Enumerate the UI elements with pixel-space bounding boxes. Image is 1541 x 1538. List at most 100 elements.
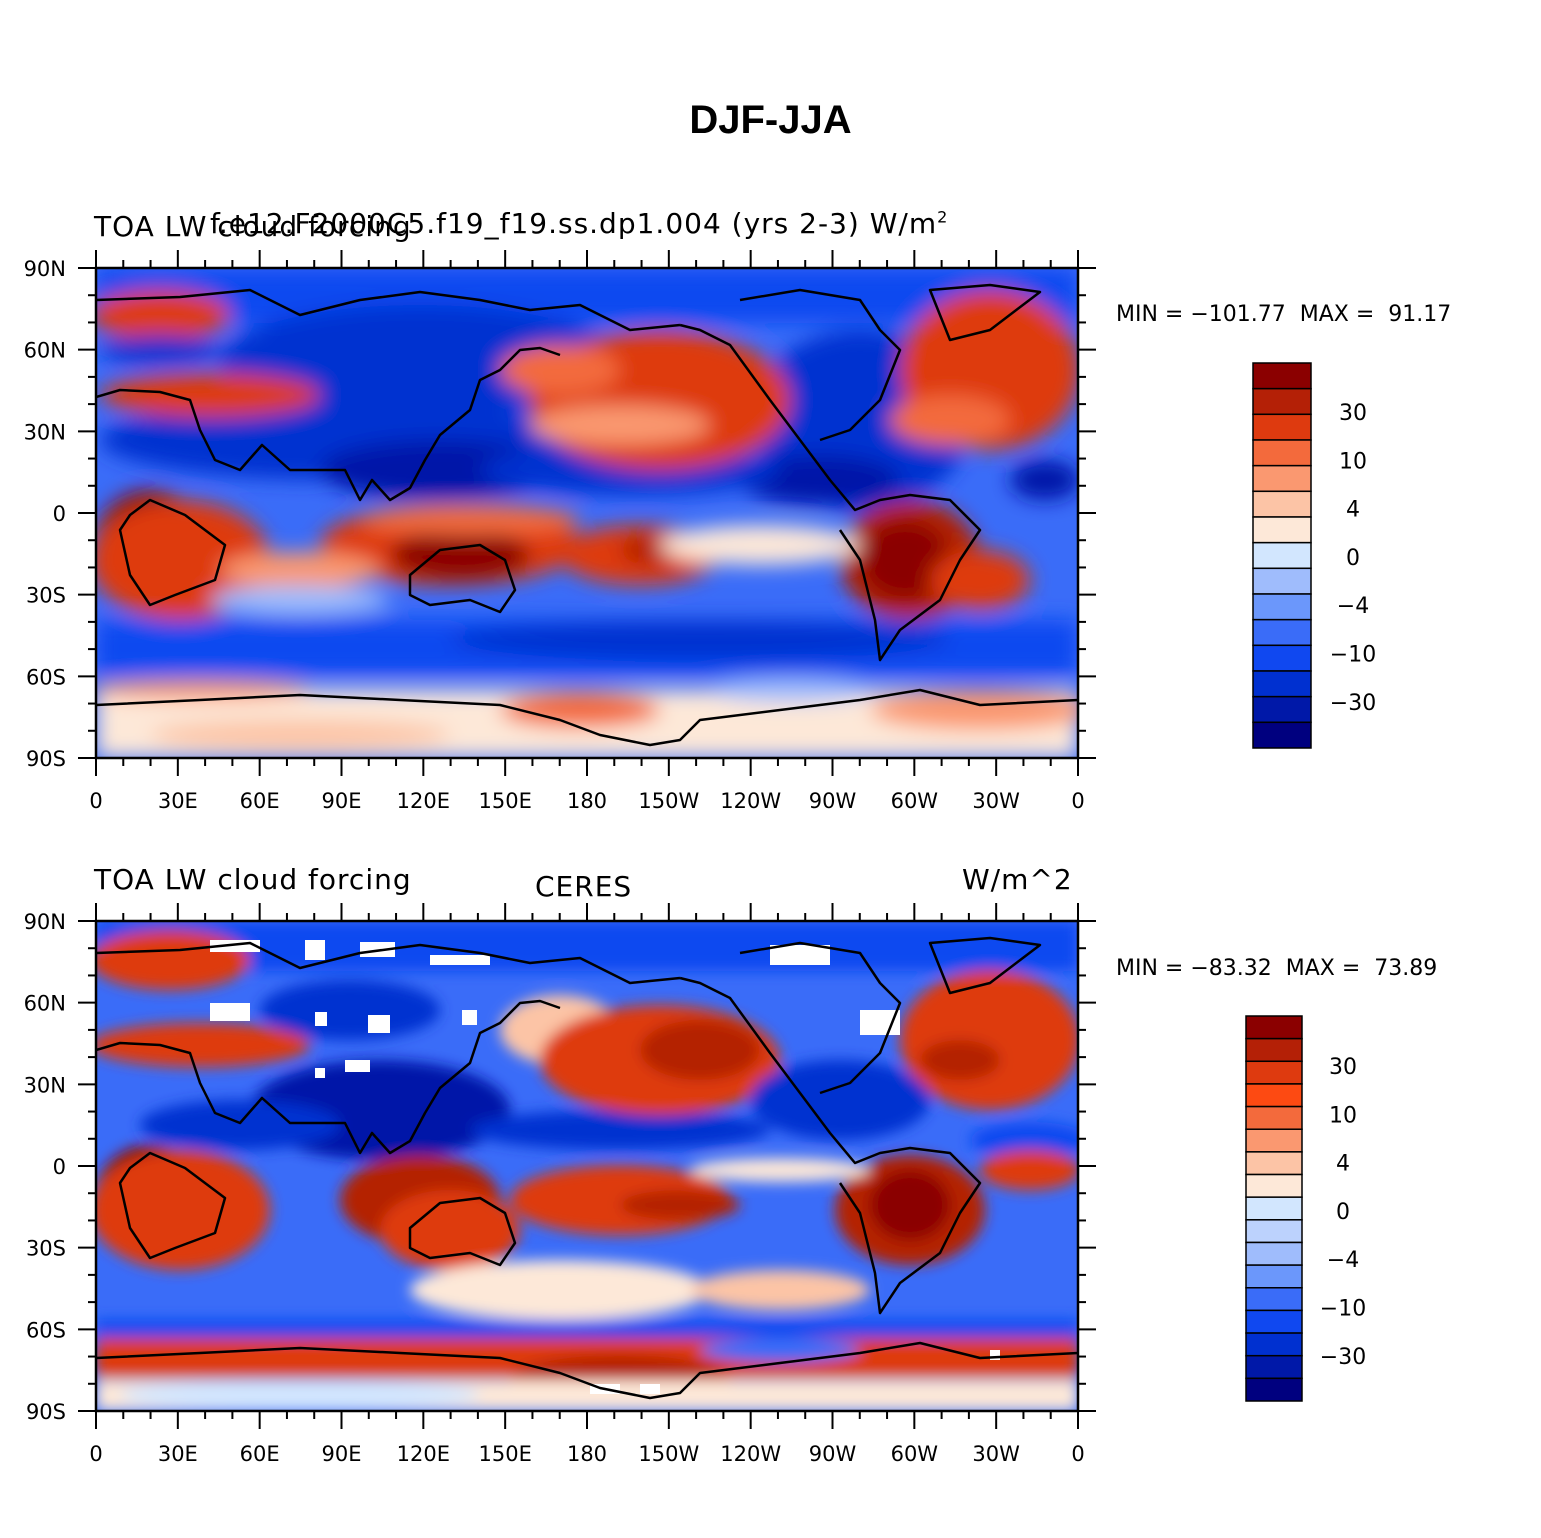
lon-tick-label: 150W	[638, 1442, 699, 1466]
colorbar-label: 4	[1346, 498, 1360, 523]
map-field-obs	[96, 921, 1078, 1411]
lon-tick-label: 90E	[322, 1442, 362, 1466]
lat-tick-label: 30N	[24, 420, 66, 444]
coastlines-obs	[96, 936, 1078, 1400]
colorbar-box	[1252, 567, 1312, 595]
colorbar-label: 30	[1339, 401, 1367, 426]
colorbar-box	[1245, 1219, 1303, 1244]
colorbar-label: −4	[1327, 1248, 1359, 1273]
lat-tick-label: 0	[53, 502, 66, 526]
lat-tick-label: 90N	[24, 910, 66, 934]
map-ticks-obs: 90N 60N 30N 0 30S 60S 90S 0 30E 60E 90E 120E 150E 180…	[24, 903, 1096, 1466]
colorbar-box	[1245, 1196, 1303, 1221]
lon-tick-label: 30W	[972, 789, 1020, 813]
units-label: W/m2	[869, 207, 949, 240]
lon-tick-label: 120W	[720, 789, 781, 813]
lon-tick-label: 0	[1071, 1442, 1084, 1466]
colorbar-label: −30	[1330, 691, 1376, 716]
colorbar-box	[1252, 593, 1312, 621]
colorbar-label: −10	[1320, 1297, 1366, 1322]
lon-tick-label: 30E	[158, 789, 198, 813]
map-ticks-model: 90N 60N 30N 0 30S 60S 90S 0 30E 60E 90E 120E 150E 180…	[24, 250, 1096, 813]
colorbar-box	[1245, 1241, 1303, 1266]
lat-tick-label: 30S	[26, 1237, 66, 1261]
colorbar-label: 30	[1329, 1055, 1357, 1080]
lon-tick-label: 90W	[809, 1442, 857, 1466]
colorbar-box	[1245, 1173, 1303, 1198]
coastlines-model	[96, 283, 1078, 747]
colorbar-box	[1245, 1037, 1303, 1063]
map-panel-model: 90N 60N 30N 0 30S 60S 90S 0 30E 60E 90E 120E 150E 180…	[24, 250, 1096, 813]
colorbar-box	[1245, 1377, 1303, 1402]
colorbar-box	[1252, 413, 1312, 441]
colorbar-box	[1252, 362, 1312, 390]
colorbar-label: −10	[1330, 643, 1376, 668]
lat-tick-label: 60S	[26, 665, 66, 689]
lon-tick-label: 30E	[158, 1442, 198, 1466]
colorbar-box	[1252, 644, 1312, 672]
colorbar-box	[1245, 1151, 1303, 1176]
colorbar-box	[1252, 670, 1312, 698]
colorbar-box	[1245, 1128, 1303, 1153]
colorbar-box	[1252, 721, 1312, 749]
colorbar-label: 0	[1346, 546, 1360, 571]
map-field-model	[96, 268, 1078, 758]
colorbar-box	[1245, 1332, 1303, 1357]
lat-tick-label: 30N	[24, 1073, 66, 1097]
lon-tick-label: 150E	[478, 789, 531, 813]
colorbar-box	[1252, 490, 1312, 518]
panel1-minmax: MIN = −101.77 MAX = 91.17	[1116, 302, 1452, 327]
panel2-left-label: TOA LW cloud forcing	[94, 863, 412, 896]
lon-tick-label: 90E	[322, 789, 362, 813]
colorbar-box	[1245, 1309, 1303, 1334]
lon-tick-label: 120E	[397, 789, 450, 813]
lon-tick-label: 90W	[809, 789, 857, 813]
lat-tick-label: 90S	[26, 747, 66, 771]
lat-tick-label: 30S	[26, 584, 66, 608]
colorbar-label: 10	[1329, 1103, 1357, 1128]
lon-tick-label: 60E	[240, 789, 280, 813]
colorbar-box	[1252, 464, 1312, 493]
colorbar-box	[1252, 541, 1312, 570]
colorbar-box	[1245, 1083, 1303, 1108]
colorbar-model: 30 10 4 0 −4 −10 −30	[1252, 362, 1376, 749]
lon-tick-label: 180	[567, 1442, 607, 1466]
lon-tick-label: 120E	[397, 1442, 450, 1466]
lat-tick-label: 0	[53, 1155, 66, 1179]
lon-tick-label: 0	[1071, 789, 1084, 813]
colorbar-box	[1245, 1015, 1303, 1040]
colorbar-box	[1252, 516, 1312, 544]
lat-tick-label: 60N	[24, 339, 66, 363]
panel1-case-label: f.e12.F2000C5.f19_f19.ss.dp1.004 (yrs 2-…	[210, 207, 948, 240]
colorbar-label: 0	[1336, 1200, 1350, 1225]
panel2-minmax: MIN = −83.32 MAX = 73.89	[1116, 956, 1438, 981]
colorbar-label: −30	[1320, 1345, 1366, 1370]
colorbar-label: 4	[1336, 1152, 1350, 1177]
colorbar-obs: 30 10 4 0 −4 −10 −30	[1245, 1015, 1366, 1402]
lon-tick-label: 150W	[638, 789, 699, 813]
case-label-text: f.e12.F2000C5.f19_f19.ss.dp1.004 (yrs 2-…	[210, 207, 860, 240]
panel2-units-label: W/m^2	[962, 863, 1073, 896]
lat-tick-label: 60S	[26, 1318, 66, 1342]
lon-tick-label: 180	[567, 789, 607, 813]
colorbar-box	[1252, 387, 1312, 416]
colorbar-box	[1245, 1354, 1303, 1380]
colorbar-box	[1245, 1105, 1303, 1130]
map-panel-obs: 90N 60N 30N 0 30S 60S 90S 0 30E 60E 90E 120E 150E 180…	[24, 903, 1096, 1466]
colorbar-box	[1252, 618, 1312, 647]
colorbar-box	[1252, 695, 1312, 724]
lon-tick-label: 120W	[720, 1442, 781, 1466]
colorbar-label: −4	[1337, 594, 1369, 619]
colorbar-box	[1245, 1287, 1303, 1312]
lon-tick-label: 30W	[972, 1442, 1020, 1466]
colorbar-box	[1245, 1264, 1303, 1289]
lat-tick-label: 90N	[24, 257, 66, 281]
figure-title: DJF-JJA	[689, 98, 852, 142]
colorbar-box	[1245, 1060, 1303, 1085]
lon-tick-label: 0	[89, 1442, 102, 1466]
colorbar-label: 10	[1339, 449, 1367, 474]
lon-tick-label: 60W	[891, 1442, 939, 1466]
missing-data-patches	[210, 940, 1000, 1394]
lon-tick-label: 0	[89, 789, 102, 813]
